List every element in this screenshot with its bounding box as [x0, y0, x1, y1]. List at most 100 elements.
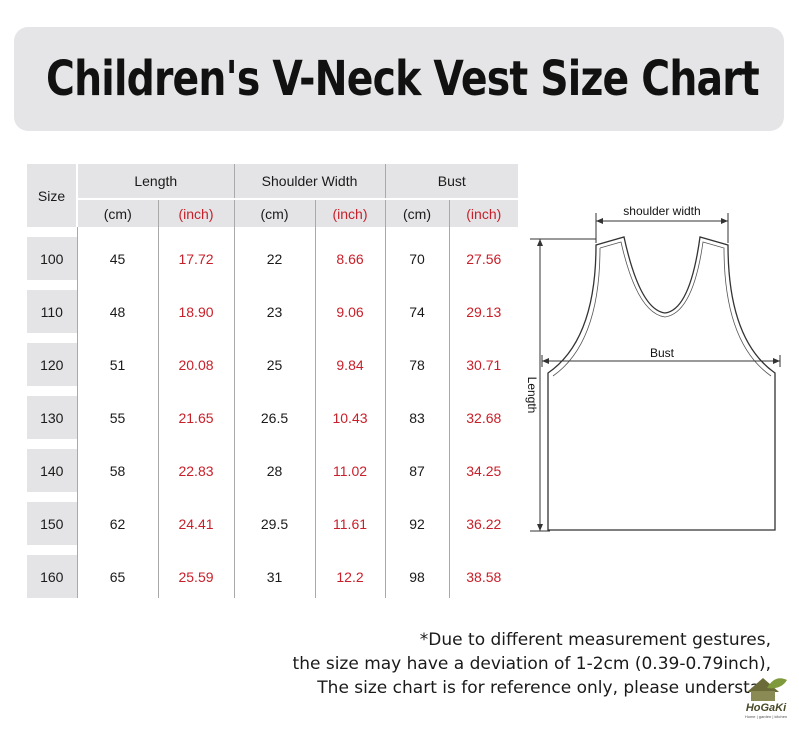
inch-cell: 9.84	[314, 343, 386, 386]
inch-cell: 25.59	[157, 555, 235, 598]
gap-cell	[314, 439, 386, 449]
gap-cell	[27, 333, 77, 343]
header-row-groups: Size Length Shoulder Width Bust	[27, 164, 519, 227]
size-cell: 150	[27, 502, 77, 545]
gap-cell	[76, 545, 158, 555]
row-gap	[27, 545, 519, 555]
table-spacer	[27, 227, 519, 237]
size-cell: 120	[27, 343, 77, 386]
gap-cell	[384, 492, 450, 502]
gap-cell	[314, 280, 386, 290]
size-cell: 160	[27, 555, 77, 598]
unit-header: (cm)	[77, 198, 158, 227]
cm-cell: 70	[384, 237, 450, 280]
title-banner: Children's V-Neck Vest Size Chart	[14, 27, 784, 131]
vest-inner-trim	[552, 247, 601, 377]
gap-cell	[448, 439, 519, 449]
gap-cell	[384, 439, 450, 449]
inch-cell: 30.71	[448, 343, 519, 386]
size-cell: 130	[27, 396, 77, 439]
spacer-cell	[76, 227, 158, 237]
house-body-icon	[751, 691, 775, 701]
cm-cell: 28	[233, 449, 316, 492]
cm-cell: 58	[76, 449, 158, 492]
brand-logo: HoGaKi Home | garden | kitchen	[737, 672, 795, 720]
gap-cell	[448, 386, 519, 396]
gap-cell	[233, 386, 316, 396]
bust-header: Bust	[384, 164, 519, 199]
table-row: 120 51 20.08 25 9.84 78 30.71	[27, 343, 519, 386]
spacer-cell	[448, 227, 519, 237]
table-row: 150 62 24.41 29.5 11.61 92 36.22	[27, 502, 519, 545]
spacer-cell	[157, 227, 235, 237]
gap-cell	[76, 439, 158, 449]
gap-cell	[157, 545, 235, 555]
spacer-cell	[314, 227, 386, 237]
page-title: Children's V-Neck Vest Size Chart	[46, 51, 760, 107]
unit-header: (inch)	[157, 198, 235, 227]
unit-header: (inch)	[448, 198, 519, 227]
note-line: *Due to different measurement gestures,	[419, 630, 771, 650]
inch-cell: 10.43	[314, 396, 386, 439]
cm-cell: 31	[233, 555, 316, 598]
inch-cell: 22.83	[157, 449, 235, 492]
gap-cell	[157, 280, 235, 290]
gap-cell	[448, 492, 519, 502]
table-row: 130 55 21.65 26.5 10.43 83 32.68	[27, 396, 519, 439]
vest-outline	[547, 236, 776, 531]
gap-cell	[27, 439, 77, 449]
inch-cell: 11.61	[314, 502, 386, 545]
gap-cell	[448, 280, 519, 290]
inch-cell: 12.2	[314, 555, 386, 598]
row-gap	[27, 386, 519, 396]
gap-cell	[448, 545, 519, 555]
inch-cell: 38.58	[448, 555, 519, 598]
gap-cell	[76, 333, 158, 343]
gap-cell	[314, 386, 386, 396]
gap-cell	[233, 545, 316, 555]
cm-cell: 92	[384, 502, 450, 545]
arrow-head	[537, 239, 543, 246]
vest-inner-trim	[599, 241, 772, 377]
inch-cell: 32.68	[448, 396, 519, 439]
row-gap	[27, 439, 519, 449]
table-row: 140 58 22.83 28 11.02 87 34.25	[27, 449, 519, 492]
spacer-cell	[384, 227, 450, 237]
inch-cell: 18.90	[157, 290, 235, 333]
arrow-head	[596, 218, 603, 224]
cm-cell: 74	[384, 290, 450, 333]
disclaimer-note: *Due to different measurement gestures, …	[293, 628, 771, 700]
inch-cell: 17.72	[157, 237, 235, 280]
leaf-icon	[767, 678, 787, 689]
gap-cell	[157, 439, 235, 449]
size-table: Size Length Shoulder Width Bust (cm) (in…	[27, 164, 519, 598]
size-cell: 100	[27, 237, 77, 280]
gap-cell	[233, 439, 316, 449]
cm-cell: 83	[384, 396, 450, 439]
length-header: Length	[76, 164, 235, 199]
gap-cell	[157, 492, 235, 502]
spacer-cell	[27, 227, 77, 237]
cm-cell: 48	[76, 290, 158, 333]
cm-cell: 29.5	[233, 502, 316, 545]
length-label: Length	[525, 377, 539, 414]
cm-cell: 87	[384, 449, 450, 492]
row-gap	[27, 333, 519, 343]
gap-cell	[314, 333, 386, 343]
gap-cell	[27, 280, 77, 290]
size-header: Size	[27, 164, 78, 227]
gap-cell	[233, 492, 316, 502]
gap-cell	[233, 280, 316, 290]
inch-cell: 24.41	[157, 502, 235, 545]
gap-cell	[233, 333, 316, 343]
cm-cell: 65	[76, 555, 158, 598]
header-row-units: (cm) (inch) (cm) (inch) (cm) (inch)	[27, 198, 519, 227]
note-line: the size may have a deviation of 1-2cm (…	[292, 654, 771, 674]
gap-cell	[76, 280, 158, 290]
arrow-head	[773, 358, 780, 364]
gap-cell	[384, 333, 450, 343]
gap-cell	[314, 492, 386, 502]
brand-logo-svg: HoGaKi Home | garden | kitchen	[745, 678, 787, 719]
bust-label: Bust	[650, 346, 675, 360]
gap-cell	[76, 492, 158, 502]
